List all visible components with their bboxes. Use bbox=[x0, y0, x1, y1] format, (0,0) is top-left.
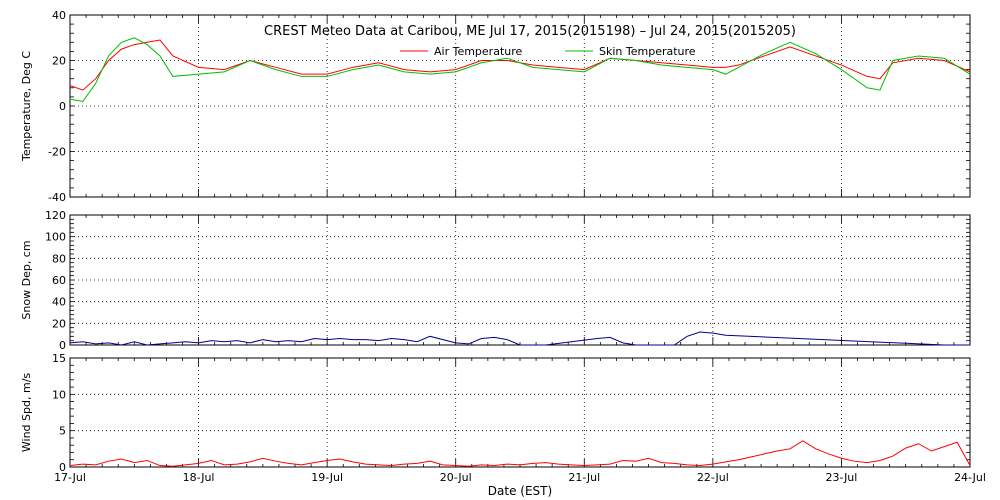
x-tick-label: 23-Jul bbox=[825, 471, 857, 484]
y-tick-label: 0 bbox=[59, 339, 66, 352]
x-tick-label: 21-Jul bbox=[568, 471, 600, 484]
y-tick-label: 20 bbox=[52, 55, 66, 68]
y-tick-label: 120 bbox=[45, 209, 66, 222]
x-tick-label: 22-Jul bbox=[697, 471, 729, 484]
panel-0: 40 20 0 -20 -40 Temperature, Deg C Air Tempera… bbox=[20, 9, 971, 204]
y-tick-label: 80 bbox=[52, 252, 66, 265]
series-line-2-0 bbox=[69, 440, 971, 467]
x-tick-label: 20-Jul bbox=[440, 471, 472, 484]
legend-label: Air Temperature bbox=[434, 45, 523, 58]
chart-root: CREST Meteo Data at Caribou, ME Jul 17, … bbox=[20, 9, 986, 498]
series-line-skin-temperature bbox=[69, 37, 971, 102]
legend-label: Skin Temperature bbox=[599, 45, 696, 58]
y-axis-label: Temperature, Deg C bbox=[20, 51, 33, 162]
y-axis-label: Snow Dep, cm bbox=[20, 240, 33, 319]
y-axis-label: Wind Spd, m/s bbox=[20, 373, 33, 453]
x-tick-label: 19-Jul bbox=[311, 471, 343, 484]
panel-1: 120 100 80 60 40 20 0 Snow Dep, cm bbox=[20, 209, 971, 352]
x-axis-label: Date (EST) bbox=[488, 484, 552, 498]
x-tick-label: 18-Jul bbox=[183, 471, 215, 484]
y-tick-label: 40 bbox=[52, 9, 66, 22]
y-tick-label: 10 bbox=[52, 388, 66, 401]
y-tick-label: -20 bbox=[48, 146, 66, 159]
y-tick-label: -40 bbox=[48, 191, 66, 204]
y-tick-label: 20 bbox=[52, 317, 66, 330]
panel-frame bbox=[69, 357, 971, 468]
y-tick-label: 15 bbox=[52, 352, 66, 365]
chart-title: CREST Meteo Data at Caribou, ME Jul 17, … bbox=[264, 24, 796, 39]
y-tick-label: 0 bbox=[59, 461, 66, 474]
y-tick-label: 60 bbox=[52, 274, 66, 287]
y-tick-label: 5 bbox=[59, 425, 66, 438]
series-line-1-0 bbox=[69, 331, 970, 346]
x-tick-label: 17-Jul bbox=[54, 471, 86, 484]
y-tick-label: 40 bbox=[52, 296, 66, 309]
y-tick-label: 100 bbox=[45, 231, 66, 244]
x-tick-label: 24-Jul bbox=[954, 471, 986, 484]
panel-2: 15 10 5 0 Wind Spd, m/s bbox=[20, 352, 971, 474]
y-tick-label: 0 bbox=[59, 100, 66, 113]
